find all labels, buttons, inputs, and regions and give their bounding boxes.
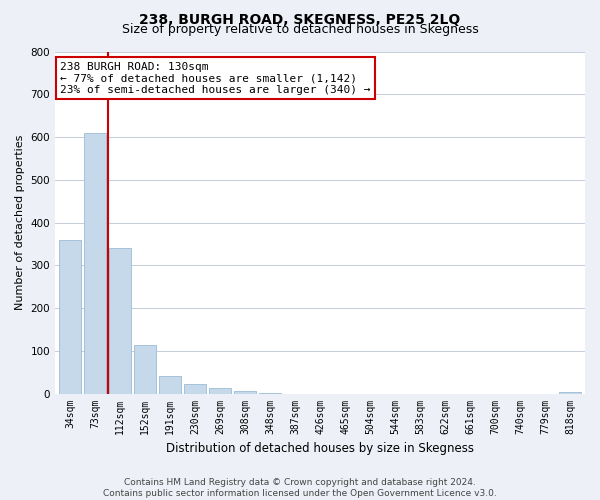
X-axis label: Distribution of detached houses by size in Skegness: Distribution of detached houses by size … (166, 442, 474, 455)
Bar (184, 384, 206, 394)
Bar (559, 392, 581, 394)
Bar (134, 345, 155, 394)
Text: Size of property relative to detached houses in Skegness: Size of property relative to detached ho… (122, 22, 478, 36)
Bar (109, 248, 131, 394)
Bar (209, 388, 230, 394)
Bar (235, 392, 256, 394)
Bar (59, 240, 80, 394)
Text: 238, BURGH ROAD, SKEGNESS, PE25 2LQ: 238, BURGH ROAD, SKEGNESS, PE25 2LQ (139, 12, 461, 26)
Text: Contains HM Land Registry data © Crown copyright and database right 2024.
Contai: Contains HM Land Registry data © Crown c… (103, 478, 497, 498)
Text: 238 BURGH ROAD: 130sqm
← 77% of detached houses are smaller (1,142)
23% of semi-: 238 BURGH ROAD: 130sqm ← 77% of detached… (61, 62, 371, 95)
Bar (85, 132, 106, 394)
Bar (160, 376, 181, 394)
Y-axis label: Number of detached properties: Number of detached properties (15, 135, 25, 310)
